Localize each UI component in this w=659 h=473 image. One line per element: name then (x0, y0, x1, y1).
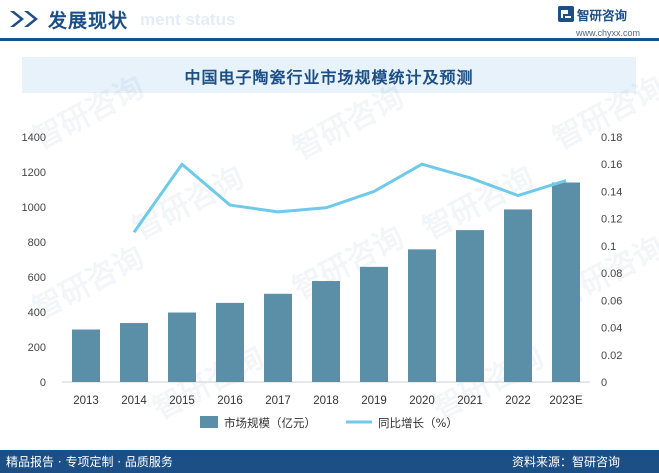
bar-2022 (504, 209, 532, 382)
right-tick-label: 0.1 (601, 241, 616, 253)
right-tick-label: 0.18 (601, 132, 622, 144)
left-tick-label: 200 (28, 342, 46, 354)
x-tick-label: 2019 (361, 395, 387, 407)
left-tick-label: 600 (28, 272, 46, 284)
header-rule (0, 38, 659, 41)
x-tick-label: 2015 (169, 395, 195, 407)
legend-bar-label: 市场规模（亿元） (224, 416, 316, 430)
watermark-6: 智研咨询 (127, 160, 249, 247)
left-axis-ticks: 0 200 400 600 800 1000 1200 1400 (22, 132, 46, 389)
title-banner: 中国电子陶瓷行业市场规模统计及预测 (22, 57, 636, 93)
bar-2015 (168, 312, 196, 382)
right-tick-label: 0 (601, 377, 607, 389)
x-tick-label: 2014 (121, 395, 147, 407)
x-tick-label: 2017 (265, 395, 291, 407)
right-tick-label: 0.12 (601, 214, 622, 226)
bar-2014 (120, 323, 148, 382)
bar-2021 (456, 230, 484, 382)
x-tick-label: 2022 (505, 395, 531, 407)
chart-title: 中国电子陶瓷行业市场规模统计及预测 (184, 68, 474, 87)
bar-2016 (216, 302, 244, 382)
left-tick-label: 400 (28, 307, 46, 319)
bar-series (72, 182, 580, 382)
x-tick-label: 2023E (549, 395, 583, 407)
right-tick-label: 0.02 (601, 350, 622, 362)
page-heading: 发展现状 (48, 10, 129, 32)
right-axis-ticks: 0 0.02 0.04 0.06 0.08 0.1 0.12 0.14 0.16 0.18 (601, 132, 622, 389)
growth-line (132, 162, 567, 234)
legend-line-label: 同比增长（%） (378, 416, 458, 430)
right-tick-label: 0.16 (601, 159, 622, 171)
page-header: ment status 发展现状 智研咨询 www.chyxx.com (0, 0, 659, 41)
right-tick-label: 0.08 (601, 268, 622, 280)
watermark-4: 智研咨询 (287, 220, 409, 307)
left-tick-label: 800 (28, 237, 46, 249)
bar-2013 (72, 329, 100, 382)
x-tick-label: 2018 (313, 395, 339, 407)
x-tick-label: 2020 (409, 395, 435, 407)
watermark-1: 智研咨询 (287, 80, 409, 167)
page-footer: 精品报告 · 专项定制 · 品质服务 资料来源：智研咨询 (0, 450, 659, 473)
x-tick-label: 2016 (217, 395, 243, 407)
x-tick-label: 2013 (73, 395, 99, 407)
footer-services: 精品报告 · 专项定制 · 品质服务 (6, 455, 173, 469)
left-tick-label: 0 (40, 377, 46, 389)
right-tick-label: 0.04 (601, 323, 622, 335)
right-tick-label: 0.06 (601, 295, 622, 307)
bar-2023E (552, 182, 580, 382)
chevron-double-right-icon (10, 11, 38, 27)
bar-2020 (408, 249, 436, 382)
brand-url[interactable]: www.chyxx.com (576, 28, 641, 38)
x-axis-ticks: 2013 2014 2015 2016 2017 2018 2019 2020 2021 2022… (73, 395, 583, 407)
bar-2019 (360, 266, 388, 382)
left-tick-label: 1400 (22, 132, 46, 144)
x-tick-label: 2021 (457, 395, 483, 407)
footer-source: 资料来源：智研咨询 (512, 455, 621, 469)
brand-name: 智研咨询 (577, 8, 628, 23)
watermark-8: 智研咨询 (147, 340, 269, 427)
header-ghost-text: ment status (140, 10, 236, 29)
left-tick-label: 1200 (22, 167, 46, 179)
chart-legend: 市场规模（亿元） 同比增长（%） (200, 416, 458, 430)
left-tick-label: 1000 (22, 202, 46, 214)
bar-2018 (312, 281, 340, 382)
bar-2017 (264, 293, 292, 382)
brand-logo-icon (558, 6, 574, 22)
right-tick-label: 0.14 (601, 186, 622, 198)
legend-bar-swatch (200, 416, 218, 428)
